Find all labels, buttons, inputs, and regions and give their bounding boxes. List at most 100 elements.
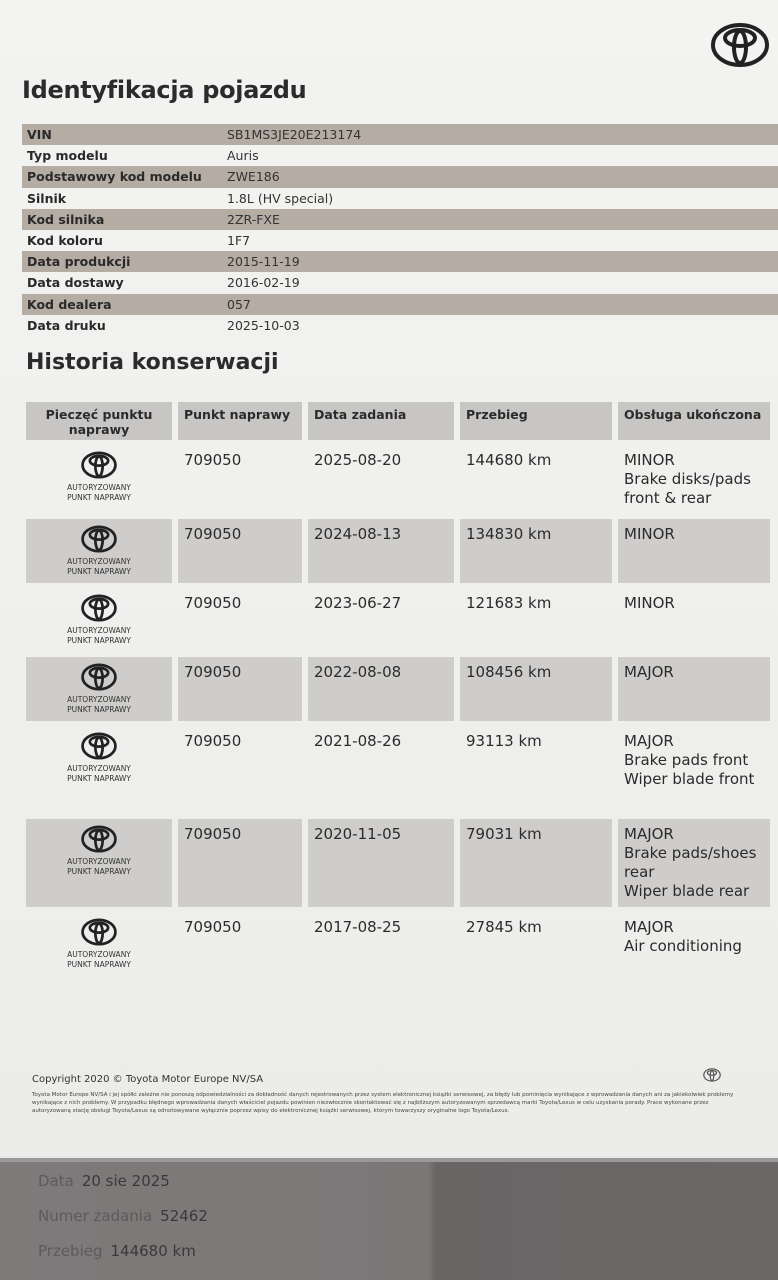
summary-label: Numer zadania	[38, 1207, 153, 1225]
identification-row: Data druku 2025-10-03	[22, 315, 778, 336]
toyota-logo-icon	[81, 451, 117, 479]
repair-stamp: AUTORYZOWANY PUNKT NAPRAWY	[26, 657, 172, 721]
job-date: 2021-08-26	[314, 732, 402, 750]
repair-point: 709050	[184, 451, 242, 469]
summary-value: 20 sie 2025	[81, 1172, 170, 1190]
mileage: 93113 km	[466, 732, 542, 750]
column-header: Obsługa ukończona	[618, 402, 770, 440]
table-header: Pieczęć punktu naprawy Punkt naprawy Data …	[26, 402, 774, 440]
summary-label: Przebieg	[38, 1242, 103, 1260]
table-row: AUTORYZOWANY PUNKT NAPRAWY 709050 2023-06…	[26, 588, 774, 652]
toyota-logo-icon	[703, 1068, 721, 1082]
repair-stamp: AUTORYZOWANY PUNKT NAPRAWY	[26, 819, 172, 907]
field-label: Kod koloru	[27, 233, 103, 249]
field-label: VIN	[27, 127, 52, 143]
field-value: 2025-10-03	[227, 317, 300, 333]
identification-row: Data produkcji 2015-11-19	[22, 251, 778, 273]
service-completed: MINOR	[618, 519, 770, 583]
repair-point: 709050	[184, 918, 242, 936]
repair-stamp: AUTORYZOWANY PUNKT NAPRAWY	[26, 726, 172, 814]
service-item: Air conditioning	[624, 937, 742, 955]
repair-point: 709050	[178, 519, 302, 583]
service-item: Wiper blade front	[624, 770, 755, 788]
service-item: MINOR	[624, 525, 675, 543]
disclaimer: Toyota Motor Europe NV/SA i jej spółki z…	[32, 1092, 734, 1114]
document-page: Identyfikacja pojazdu VIN SB1MS3JE20E2131…	[0, 0, 778, 1155]
stamp-text: PUNKT NAPRAWY	[67, 636, 131, 645]
service-item: MINOR	[624, 594, 675, 612]
field-value: SB1MS3JE20E213174	[227, 127, 362, 143]
field-value: 2015-11-19	[227, 254, 300, 270]
identification-title: Identyfikacja pojazdu	[22, 76, 307, 104]
repair-stamp: AUTORYZOWANY PUNKT NAPRAWY	[26, 912, 172, 976]
stamp-text: AUTORYZOWANY	[67, 626, 131, 635]
toyota-logo-icon	[81, 825, 117, 853]
field-label: Kod dealera	[27, 296, 112, 312]
table-row: AUTORYZOWANY PUNKT NAPRAWY 709050 2025-08…	[26, 445, 774, 514]
service-completed: MAJOR Brake pads front Wiper blade front	[618, 726, 770, 814]
job-date: 2023-06-27	[314, 594, 402, 612]
field-value: 1F7	[227, 233, 251, 249]
table-row: AUTORYZOWANY PUNKT NAPRAWY 709050 2024-08…	[26, 519, 774, 583]
mileage: 27845 km	[466, 918, 542, 936]
service-item: Brake disks/pads front & rear	[624, 470, 751, 507]
stamp-text: PUNKT NAPRAWY	[67, 960, 131, 969]
stamp-text: PUNKT NAPRAWY	[67, 567, 131, 576]
service-completed: MAJOR Air conditioning	[618, 912, 770, 976]
field-label: Data produkcji	[27, 254, 131, 270]
service-completed: MINOR Brake disks/pads front & rear	[618, 445, 770, 514]
summary-value: 144680 km	[110, 1242, 196, 1260]
repair-stamp: AUTORYZOWANY PUNKT NAPRAWY	[26, 588, 172, 652]
repair-stamp: AUTORYZOWANY PUNKT NAPRAWY	[26, 519, 172, 583]
field-label: Typ modelu	[27, 148, 108, 164]
field-label: Data druku	[27, 317, 106, 333]
stamp-text: PUNKT NAPRAWY	[67, 774, 131, 783]
toyota-logo-icon	[81, 525, 117, 553]
summary-label: Data	[38, 1172, 74, 1190]
service-completed: MINOR	[618, 588, 770, 652]
field-label: Podstawowy kod modelu	[27, 169, 202, 185]
identification-row: Kod silnika 2ZR-FXE	[22, 208, 778, 230]
mileage: 134830 km	[460, 519, 612, 583]
identification-table: VIN SB1MS3JE20E213174 Typ modelu Auris Podst…	[22, 124, 778, 336]
mileage: 121683 km	[466, 594, 552, 612]
identification-row: VIN SB1MS3JE20E213174	[22, 124, 778, 146]
stamp-text: AUTORYZOWANY	[67, 557, 131, 566]
identification-row: Podstawowy kod modelu ZWE186	[22, 166, 778, 188]
history-title: Historia konserwacji	[26, 350, 279, 375]
table-row: AUTORYZOWANY PUNKT NAPRAWY 709050 2017-08…	[26, 912, 774, 976]
toyota-logo-icon	[81, 918, 117, 946]
column-header: Pieczęć punktu naprawy	[26, 402, 172, 440]
job-date: 2024-08-13	[308, 519, 454, 583]
table-row: AUTORYZOWANY PUNKT NAPRAWY 709050 2021-08…	[26, 726, 774, 814]
job-date: 2017-08-25	[314, 918, 402, 936]
toyota-logo-icon	[81, 663, 117, 691]
service-item: MAJOR	[624, 663, 674, 681]
stamp-text: PUNKT NAPRAWY	[67, 705, 131, 714]
identification-row: Kod dealera 057	[22, 293, 778, 315]
field-value: ZWE186	[227, 169, 280, 185]
job-date: 2020-11-05	[308, 819, 454, 907]
identification-row: Data dostawy 2016-02-19	[22, 272, 778, 293]
stamp-text: AUTORYZOWANY	[67, 950, 131, 959]
identification-row: Silnik 1.8L (HV special)	[22, 188, 778, 209]
stamp-text: AUTORYZOWANY	[67, 695, 131, 704]
stamp-text: PUNKT NAPRAWY	[67, 867, 131, 876]
mileage: 108456 km	[460, 657, 612, 721]
stamp-text: AUTORYZOWANY	[67, 764, 131, 773]
table-row: AUTORYZOWANY PUNKT NAPRAWY 709050 2022-08…	[26, 657, 774, 721]
service-item: MINOR	[624, 451, 675, 469]
repair-stamp: AUTORYZOWANY PUNKT NAPRAWY	[26, 445, 172, 514]
field-label: Kod silnika	[27, 211, 105, 227]
service-item: MAJOR	[624, 732, 674, 750]
stamp-text: PUNKT NAPRAWY	[67, 493, 131, 502]
service-item: Brake pads front	[624, 751, 749, 769]
service-item: Brake pads/shoes rear	[624, 844, 757, 881]
service-completed: MAJOR Brake pads/shoes rear Wiper blade re…	[618, 819, 770, 907]
summary-row: Przebieg 144680 km	[38, 1242, 196, 1260]
summary-row: Data 20 sie 2025	[38, 1172, 170, 1190]
field-label: Data dostawy	[27, 275, 124, 291]
identification-row: Kod koloru 1F7	[22, 230, 778, 251]
service-item: MAJOR	[624, 918, 674, 936]
summary-value: 52462	[160, 1207, 208, 1225]
